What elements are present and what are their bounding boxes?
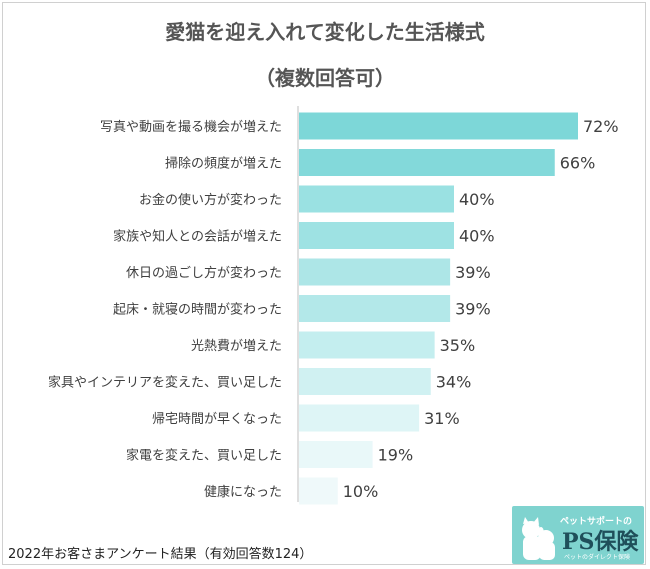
data-label: 40% (459, 227, 495, 246)
data-label: 34% (436, 373, 472, 392)
logo-tagline: ペットサポートの (560, 517, 633, 527)
logo-brand: PS保険 (562, 529, 639, 555)
ps-insurance-logo: ペットサポートの PS保険 ペットのダイレクト保険 (512, 506, 644, 564)
bar (299, 112, 578, 140)
bar (299, 258, 451, 286)
footnote: 2022年お客さまアンケート結果（有効回答数124） (8, 547, 313, 562)
bar (299, 368, 431, 395)
category-label: 光熱費が増えた (191, 339, 282, 354)
category-label: 家族や知人との会話が増えた (113, 229, 282, 245)
bar (299, 331, 435, 359)
bar (299, 185, 454, 213)
data-label: 35% (440, 336, 476, 355)
data-label: 66% (560, 154, 596, 173)
data-label: 31% (424, 409, 460, 428)
data-label: 39% (455, 300, 491, 319)
data-label: 40% (459, 190, 495, 209)
data-label: 10% (343, 482, 379, 501)
bar (299, 477, 338, 505)
logo-subtitle: ペットのダイレクト保険 (564, 554, 631, 561)
bar (299, 149, 555, 176)
category-label: 掃除の頻度が増えた (165, 156, 282, 172)
data-label: 39% (455, 263, 491, 282)
category-label: 家電を変えた、買い足した (126, 448, 282, 464)
bar (299, 404, 420, 432)
category-label: 帰宅時間が早くなった (152, 411, 282, 427)
bar (299, 295, 451, 322)
bar (299, 222, 454, 249)
category-label: 起床・就寝の時間が変わった (113, 302, 282, 318)
category-label: 健康になった (204, 484, 282, 500)
chart-title: 愛猫を迎え入れて変化した生活様式 (165, 20, 485, 44)
data-label: 72% (583, 117, 619, 136)
category-label: 休日の過ごし方が変わった (126, 265, 282, 281)
data-label: 19% (378, 446, 414, 465)
category-label: 家具やインテリアを変えた、買い足した (48, 375, 282, 391)
pets-illustration-icon (522, 517, 555, 560)
category-label: 写真や動画を撮る機会が増えた (100, 119, 282, 135)
chart-subtitle: （複数回答可） (255, 66, 395, 90)
category-label: お金の使い方が変わった (139, 192, 282, 208)
bar (299, 441, 373, 468)
